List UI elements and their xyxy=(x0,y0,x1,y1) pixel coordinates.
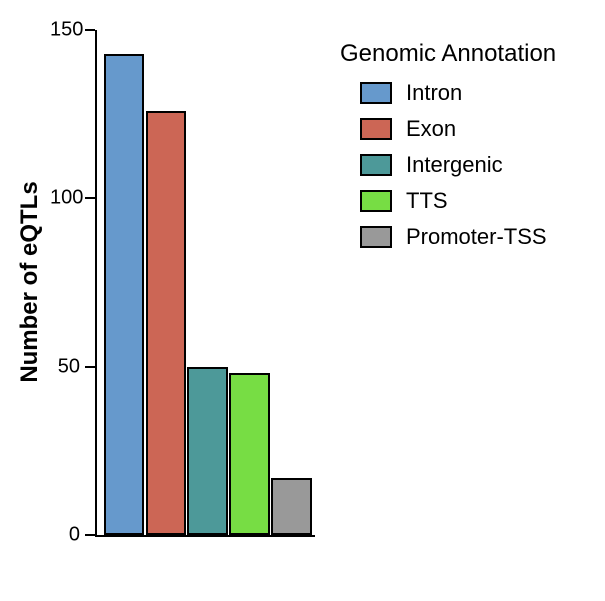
y-tick-label: 150 xyxy=(50,19,80,42)
y-tick xyxy=(85,534,95,536)
legend-title: Genomic Annotation xyxy=(340,40,556,68)
legend-item: TTS xyxy=(340,188,556,214)
plot-area xyxy=(95,30,315,535)
legend-swatch xyxy=(360,154,392,176)
legend-swatch xyxy=(360,118,392,140)
y-tick xyxy=(85,197,95,199)
legend-item: Intergenic xyxy=(340,152,556,178)
legend-swatch xyxy=(360,226,392,248)
chart-container: Number of eQTLs 0 50 100 150 Genomic Annota… xyxy=(0,0,605,601)
legend-label: Intron xyxy=(406,80,462,106)
y-tick-label: 100 xyxy=(50,187,80,210)
legend-label: Intergenic xyxy=(406,152,503,178)
bar-promoter-tss xyxy=(271,478,312,535)
legend-swatch xyxy=(360,190,392,212)
y-tick xyxy=(85,29,95,31)
bar-tts xyxy=(229,373,270,535)
legend-label: TTS xyxy=(406,188,448,214)
legend-item: Promoter-TSS xyxy=(340,224,556,250)
legend-item: Intron xyxy=(340,80,556,106)
bar-exon xyxy=(146,111,187,535)
bar-intergenic xyxy=(187,367,228,535)
y-tick xyxy=(85,366,95,368)
y-tick-label: 0 xyxy=(50,524,80,547)
x-axis-line xyxy=(95,535,315,537)
legend-label: Promoter-TSS xyxy=(406,224,547,250)
y-tick-label: 50 xyxy=(50,355,80,378)
legend: Genomic Annotation Intron Exon Intergenic T… xyxy=(340,40,556,260)
legend-label: Exon xyxy=(406,116,456,142)
legend-items: Intron Exon Intergenic TTS Promoter-TSS xyxy=(340,80,556,250)
bar-intron xyxy=(104,54,145,535)
y-axis-title: Number of eQTLs xyxy=(16,181,44,382)
legend-item: Exon xyxy=(340,116,556,142)
legend-swatch xyxy=(360,82,392,104)
